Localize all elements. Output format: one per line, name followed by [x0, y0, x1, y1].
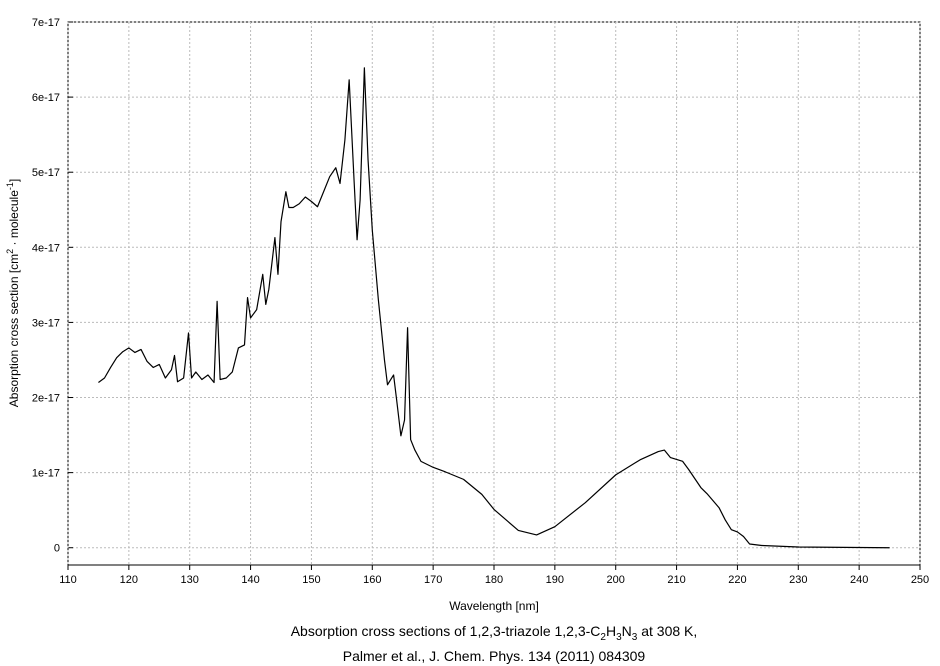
x-tick-label: 220: [728, 574, 746, 586]
y-tick-label: 1e-17: [32, 468, 60, 480]
x-tick-label: 170: [424, 574, 442, 586]
x-axis-label: Wavelength [nm]: [449, 599, 539, 613]
x-tick-label: 200: [607, 574, 625, 586]
y-tick-label: 7e-17: [32, 17, 60, 29]
x-tick-label: 130: [181, 574, 199, 586]
y-tick-label: 3e-17: [32, 317, 60, 329]
caption-sub: 2: [600, 632, 606, 643]
caption-part: at 308 K,: [637, 623, 697, 639]
caption-part: N: [622, 623, 632, 639]
y-tick-label: 5e-17: [32, 167, 60, 179]
x-tick-label: 110: [59, 574, 77, 586]
y-label-part: · molecule: [7, 190, 21, 249]
y-tick-label: 0: [54, 543, 60, 555]
y-label-part: Absorption cross section [cm: [7, 254, 21, 407]
y-label-sup: 2: [5, 249, 15, 254]
caption-line: Palmer et al., J. Chem. Phys. 134 (2011)…: [343, 648, 646, 664]
y-tick-label: 4e-17: [32, 242, 60, 254]
caption-part: H: [606, 623, 616, 639]
x-tick-label: 160: [363, 574, 381, 586]
x-tick-label: 180: [485, 574, 503, 586]
data-line: [98, 67, 890, 549]
y-label-part: ]: [7, 179, 21, 182]
caption-line: Absorption cross sections of 1,2,3-triaz…: [291, 623, 698, 643]
x-tick-label: 120: [120, 574, 138, 586]
y-axis-label: Absorption cross section [cm2 · molecule…: [5, 179, 21, 407]
caption-sub: 3: [632, 632, 638, 643]
y-label-sup: -1: [5, 182, 15, 190]
caption-part: Absorption cross sections of 1,2,3-triaz…: [291, 623, 601, 639]
y-tick-label: 2e-17: [32, 393, 60, 405]
y-tick-label: 6e-17: [32, 92, 60, 104]
x-tick-label: 240: [850, 574, 868, 586]
caption-sub: 3: [616, 632, 622, 643]
x-tick-label: 210: [667, 574, 685, 586]
x-tick-label: 150: [302, 574, 320, 586]
x-tick-label: 250: [911, 574, 929, 586]
x-tick-label: 190: [546, 574, 564, 586]
x-tick-label: 230: [789, 574, 807, 586]
x-tick-label: 140: [241, 574, 259, 586]
